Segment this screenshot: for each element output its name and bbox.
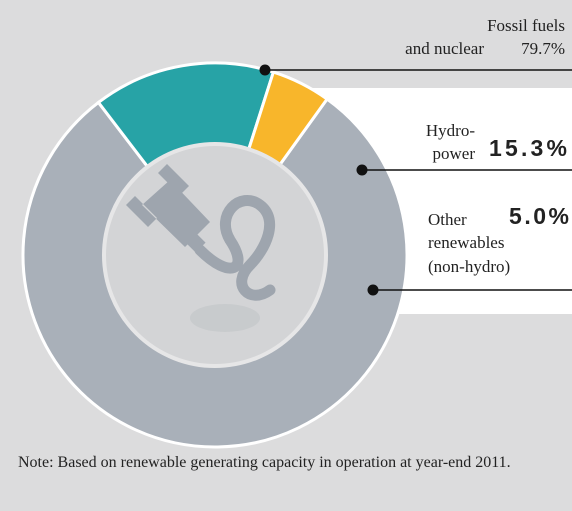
category-label: power xyxy=(433,144,476,163)
value-label: 5.0% xyxy=(509,203,569,229)
leader-dot xyxy=(259,64,271,76)
leader-dot xyxy=(356,164,368,176)
plug-reflection xyxy=(190,304,260,332)
category-label: Other xyxy=(428,210,467,229)
category-label: Fossil fuels xyxy=(487,16,565,35)
category-label: and nuclear xyxy=(405,39,484,58)
category-label: (non-hydro) xyxy=(428,257,510,276)
plug-icon xyxy=(126,164,276,301)
category-label: Hydro- xyxy=(426,121,475,140)
leader-dot xyxy=(367,284,379,296)
note: Note: Based on renewable generating capa… xyxy=(18,454,511,471)
category-label: renewables xyxy=(428,233,504,252)
value-label: 79.7% xyxy=(521,39,565,58)
inner-circle xyxy=(102,142,328,368)
